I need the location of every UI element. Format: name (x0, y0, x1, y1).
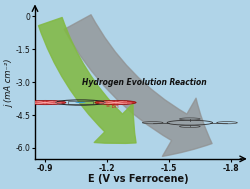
FancyArrowPatch shape (64, 15, 211, 156)
Y-axis label: j (mA cm⁻²): j (mA cm⁻²) (5, 59, 14, 108)
FancyArrowPatch shape (38, 18, 136, 143)
Text: Hydrogen Evolution Reaction: Hydrogen Evolution Reaction (82, 78, 206, 87)
Text: = BH: = BH (106, 104, 118, 109)
Circle shape (24, 100, 66, 105)
Circle shape (94, 100, 136, 105)
Circle shape (75, 102, 85, 103)
X-axis label: E (V vs Ferrocene): E (V vs Ferrocene) (88, 174, 188, 184)
Bar (68, 101, 92, 104)
